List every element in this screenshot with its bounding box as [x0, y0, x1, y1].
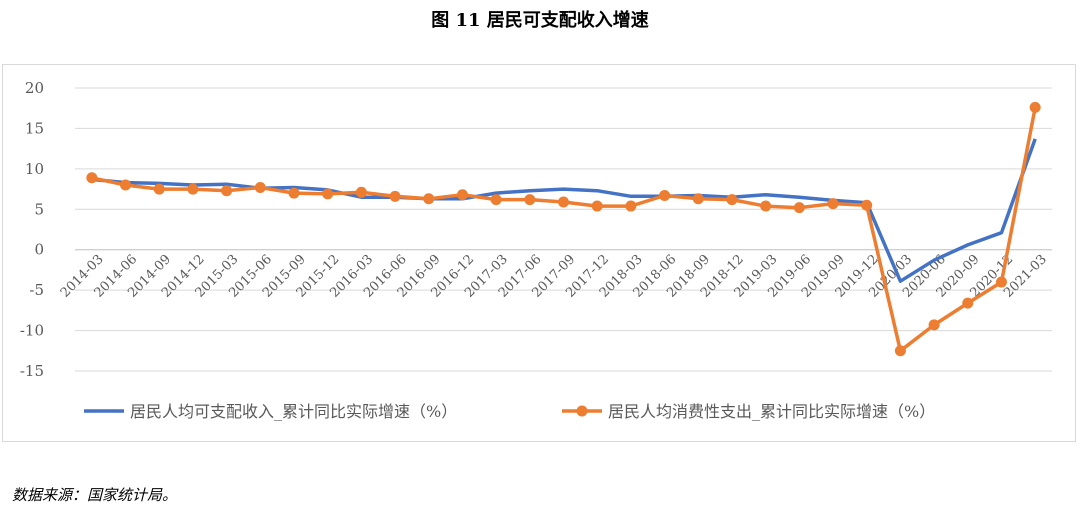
data-point-consumption: [322, 188, 334, 200]
data-point-consumption: [288, 187, 300, 199]
data-point-consumption: [456, 189, 468, 201]
line-chart: 20 15 10 5 0 -5 -10 -15 2014-032014-062014-0920…: [20, 79, 1052, 421]
legend-consumption-label: 居民人均消费性支出_累计同比实际增速（%）: [608, 402, 935, 421]
data-point-consumption: [221, 185, 233, 197]
data-point-consumption: [254, 181, 266, 193]
y-tick-label: -15: [20, 362, 44, 380]
y-tick-label: -5: [29, 281, 44, 299]
legend: 居民人均可支配收入_累计同比实际增速（%） 居民人均消费性支出_累计同比实际增速…: [84, 402, 935, 421]
grid-lines: [75, 87, 1052, 372]
data-point-consumption: [389, 190, 401, 202]
y-tick-label: -10: [20, 322, 44, 340]
series-line-consumption: [91, 107, 1037, 353]
data-point-consumption: [187, 183, 199, 195]
data-point-consumption: [861, 199, 873, 211]
series-points: [86, 101, 1041, 357]
y-tick-label: 5: [34, 200, 44, 218]
chart-frame: [2, 64, 1076, 442]
data-point-consumption: [894, 345, 906, 357]
y-tick-label: 0: [34, 241, 44, 259]
data-point-consumption: [726, 194, 738, 206]
x-axis-ticks: 2014-032014-062014-092014-122015-032015-…: [58, 252, 1050, 301]
data-point-consumption: [591, 200, 603, 212]
data-point-consumption: [120, 179, 132, 191]
figure-title: 图 11 居民可支配收入增速: [431, 10, 649, 31]
data-point-consumption: [490, 194, 502, 206]
data-point-consumption: [1029, 101, 1041, 113]
data-point-consumption: [692, 193, 704, 205]
y-tick-label: 20: [25, 79, 44, 97]
data-point-consumption: [558, 196, 569, 208]
data-point-consumption: [827, 198, 839, 210]
data-point-consumption: [995, 276, 1007, 288]
data-point-consumption: [524, 194, 536, 206]
data-point-consumption: [962, 297, 974, 309]
data-point-consumption: [355, 186, 367, 198]
data-point-consumption: [423, 193, 435, 205]
series-lines: [91, 107, 1037, 353]
y-axis-ticks: 20 15 10 5 0 -5 -10 -15: [20, 79, 44, 380]
data-point-consumption: [793, 202, 805, 214]
data-point-consumption: [760, 200, 772, 212]
data-point-consumption: [928, 319, 940, 331]
data-source-note: 数据来源：国家统计局。: [12, 486, 178, 504]
data-point-consumption: [86, 172, 98, 184]
data-point-consumption: [153, 183, 165, 195]
y-tick-label: 10: [25, 160, 44, 178]
data-point-consumption: [659, 190, 671, 202]
legend-income-label: 居民人均可支配收入_累计同比实际增速（%）: [130, 402, 457, 421]
data-point-consumption: [625, 200, 637, 212]
y-tick-label: 15: [25, 119, 44, 137]
legend-consumption-marker: [576, 405, 588, 417]
